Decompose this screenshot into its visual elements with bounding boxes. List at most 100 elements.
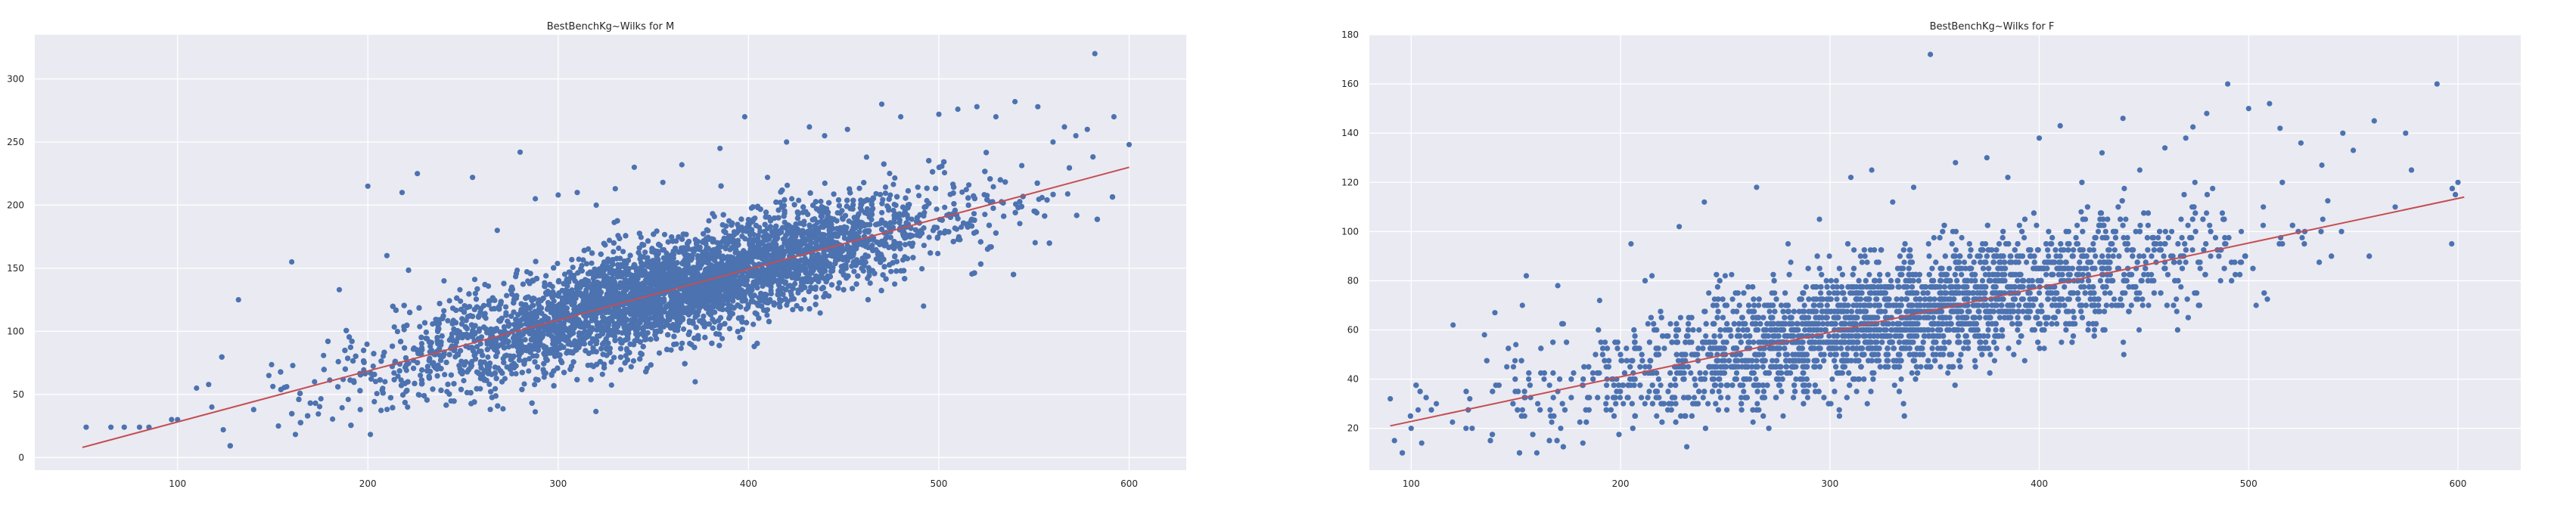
data-point (701, 313, 707, 319)
data-point (679, 340, 685, 346)
data-point (417, 324, 423, 330)
data-point (959, 224, 965, 231)
data-point (583, 261, 590, 267)
data-point (856, 185, 862, 191)
data-point (606, 237, 613, 243)
data-point (865, 275, 871, 281)
data-point (459, 316, 465, 322)
data-point (754, 285, 760, 291)
data-point (394, 329, 401, 335)
data-point (418, 373, 424, 379)
plot-background (35, 35, 1186, 470)
data-point (474, 344, 480, 350)
data-point (292, 432, 299, 438)
data-point (892, 281, 898, 287)
data-point (445, 317, 451, 324)
data-point (959, 189, 965, 195)
data-point (382, 379, 388, 385)
data-point (339, 404, 345, 411)
data-point (984, 193, 990, 199)
data-point (318, 396, 324, 402)
data-point (817, 310, 823, 316)
data-point (270, 383, 276, 389)
data-point (384, 407, 390, 413)
data-point (493, 385, 499, 392)
data-point (750, 321, 757, 327)
data-point (605, 340, 611, 346)
data-point (418, 341, 425, 347)
data-point (521, 381, 527, 387)
data-point (887, 170, 893, 177)
data-point (785, 182, 791, 188)
data-point (503, 304, 509, 310)
data-point (370, 363, 376, 370)
data-point (656, 350, 663, 356)
data-point (446, 298, 452, 304)
data-point (1017, 221, 1023, 227)
data-point (593, 408, 599, 415)
data-point (1036, 197, 1042, 203)
data-point (729, 245, 735, 251)
data-point (971, 211, 977, 217)
data-point (661, 231, 668, 237)
data-point (401, 327, 407, 333)
data-point (710, 211, 716, 217)
data-point (790, 307, 796, 313)
data-point (963, 187, 969, 193)
data-point (916, 193, 922, 199)
data-point (589, 260, 595, 266)
data-point (617, 367, 624, 373)
data-point (892, 254, 898, 260)
data-point (801, 297, 807, 303)
data-point (555, 261, 561, 267)
data-point (990, 184, 996, 190)
data-point (737, 335, 743, 341)
data-point (316, 404, 323, 410)
data-point (485, 354, 491, 361)
data-point (395, 373, 401, 379)
data-point (391, 370, 397, 376)
data-point (915, 184, 921, 190)
data-point (398, 377, 404, 383)
data-point (893, 203, 899, 209)
data-point (813, 294, 819, 300)
data-point (372, 379, 379, 385)
data-point (668, 347, 674, 353)
data-point (892, 175, 898, 181)
data-point (461, 378, 467, 384)
data-point (206, 382, 212, 388)
data-point (953, 226, 960, 232)
data-point (789, 196, 795, 202)
data-point (822, 180, 828, 186)
data-point (315, 411, 322, 417)
data-point (826, 293, 832, 299)
data-point (1064, 191, 1070, 197)
data-point (500, 406, 506, 412)
data-point (532, 382, 538, 388)
data-point (471, 277, 478, 283)
data-point (364, 341, 370, 347)
data-point (371, 398, 378, 405)
data-point (169, 416, 175, 423)
data-point (619, 330, 626, 336)
data-point (570, 265, 576, 271)
data-point (882, 190, 888, 197)
data-point (926, 234, 932, 240)
data-point (487, 407, 493, 413)
data-point (882, 184, 889, 190)
data-point (837, 210, 844, 216)
data-point (818, 198, 824, 205)
data-point (1032, 240, 1038, 246)
data-point (620, 249, 626, 255)
data-point (942, 204, 948, 210)
data-point (935, 250, 941, 256)
data-point (777, 200, 783, 206)
data-point (511, 321, 517, 327)
data-point (919, 266, 925, 272)
data-point (561, 271, 568, 277)
data-point (608, 382, 614, 389)
data-point (706, 218, 712, 224)
data-point (269, 361, 275, 367)
data-point (869, 197, 875, 203)
